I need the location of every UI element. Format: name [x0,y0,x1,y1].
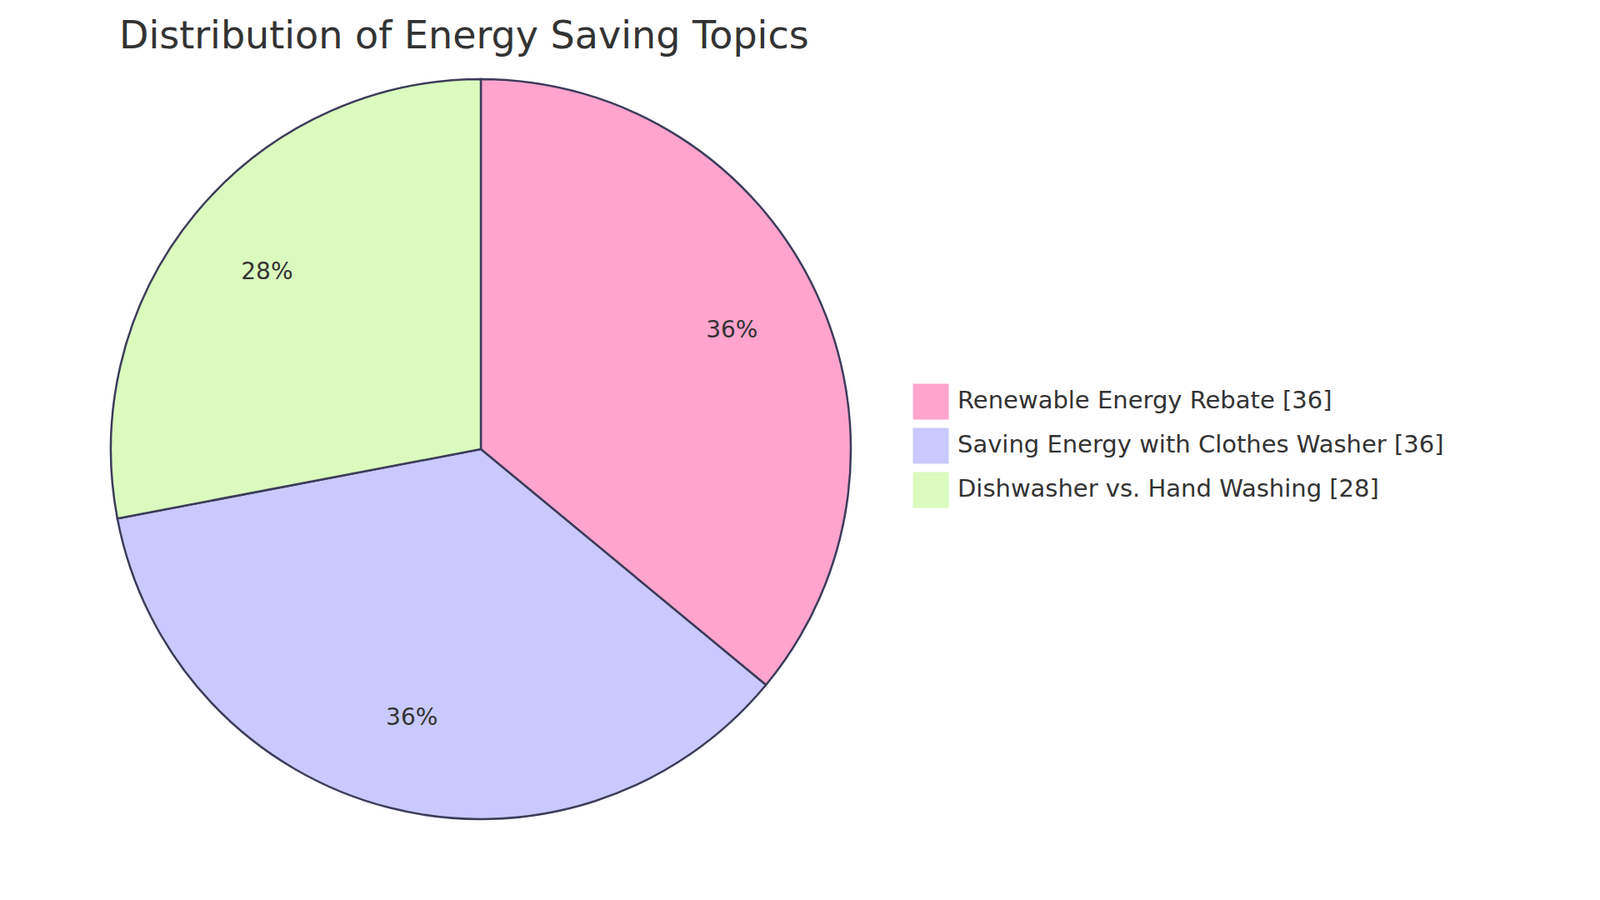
legend-item: Dishwasher vs. Hand Washing [28] [912,471,1380,509]
slice-labels: 36% 36% 28% [240,257,758,731]
chart: Distribution of Energy Saving Topics36%3… [0,0,1600,900]
legend-item: Saving Energy with Clothes Washer [36] [912,427,1444,465]
pie-slice [117,449,766,820]
legend: Renewable Energy Rebate [36] Saving Energ… [912,383,1444,509]
legend-swatch [912,471,950,509]
slice-label: 36% [705,315,758,344]
slice-label: 36% [385,703,438,731]
legend-swatch [912,383,950,420]
legend-label: Renewable Energy Rebate [36] [957,385,1333,415]
legend-label: Saving Energy with Clothes Washer [36] [957,430,1444,459]
pie-slice [110,79,481,519]
pie [110,79,851,820]
legend-swatch [912,427,950,465]
legend-label: Dishwasher vs. Hand Washing [28] [957,474,1380,503]
title: Distribution of Energy Saving Topics [119,12,810,58]
slice-label: 28% [240,257,293,285]
legend-item: Renewable Energy Rebate [36] [912,383,1333,420]
